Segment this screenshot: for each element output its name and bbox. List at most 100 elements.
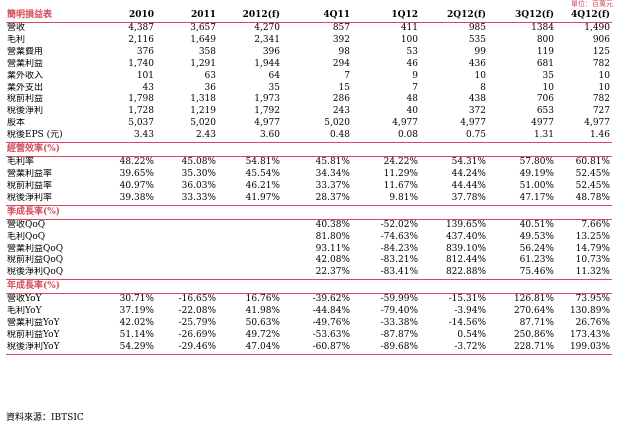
cell-value <box>156 267 218 279</box>
cell-value <box>94 255 156 267</box>
cell-value: 81.80% <box>315 231 350 242</box>
cell-value: 48 <box>406 94 418 105</box>
cell-value: 87.71% <box>519 318 554 329</box>
row-label: 稅前利益YoY <box>7 329 60 340</box>
cell-value: 11.29% <box>383 168 418 179</box>
cell-value: 73.95% <box>575 294 610 305</box>
row-label: 稅後淨利率 <box>7 192 53 203</box>
cell-value: 286 <box>332 94 350 105</box>
source-note: 資料來源：IBTSIC <box>6 413 84 423</box>
cell-value: 40.51% <box>519 219 554 230</box>
cell-value: 5,037 <box>128 118 154 129</box>
cell-value: -59.99% <box>380 294 418 305</box>
cell-value: 4,977 <box>584 118 610 129</box>
cell-value: 56.24% <box>519 243 554 254</box>
cell-value: 9.81% <box>389 192 418 203</box>
cell-value: 37.78% <box>451 192 486 203</box>
cell-value: 51.14% <box>119 329 154 340</box>
financial-summary-table: 簡明損益表 2010 2011 2012(f) 4Q11 1Q12 2Q12(f) 3Q12(… <box>6 9 612 355</box>
table-row: 稅後淨利 1,728 1,219 1,792 243 40 372 653 727 <box>6 106 612 118</box>
cell-value: 1,973 <box>254 94 280 105</box>
cell-value: 392 <box>332 34 350 45</box>
cell-value: 57.80% <box>519 157 554 168</box>
cell-value: -39.62% <box>312 294 350 305</box>
row-label: 稅後淨利YoY <box>6 341 94 355</box>
cell-value: 126.81% <box>513 294 554 305</box>
cell-value: 9 <box>412 70 418 81</box>
unit-note: 單位：百萬元 <box>571 0 613 8</box>
cell-value: 1,219 <box>190 106 216 117</box>
cell-value: 1,318 <box>190 94 216 105</box>
cell-value: 199.03% <box>556 341 612 355</box>
cell-value: 0.75 <box>465 130 486 141</box>
row-label: 稅前利益 <box>7 94 44 105</box>
cell-value: 822.88% <box>445 267 486 278</box>
row-label: 營收YoY <box>7 294 42 305</box>
cell-value: 47.17% <box>519 192 554 203</box>
cell-value: 1,792 <box>254 106 280 117</box>
cell-value <box>156 219 218 231</box>
cell-value <box>218 244 282 256</box>
cell-value: 10 <box>598 70 610 81</box>
cell-value: 46 <box>406 58 418 69</box>
cell-value: 4,977 <box>392 118 418 129</box>
cell-value: 5,020 <box>324 118 350 129</box>
cell-value: 436 <box>468 58 486 69</box>
cell-value: 3Q12(f) <box>488 9 556 23</box>
cell-value: 40.38% <box>315 219 350 230</box>
cell-value: 14.79% <box>575 243 610 254</box>
cell-value: 411 <box>400 23 418 33</box>
table-row: 業外收入 101 63 64 7 9 10 35 10 <box>6 71 612 83</box>
cell-value: 36.03% <box>181 180 216 191</box>
cell-value: 44.44% <box>451 180 486 191</box>
table-row: 營業利益 1,740 1,291 1,944 294 46 436 681 782 <box>6 59 612 71</box>
cell-value: 376 <box>136 46 154 57</box>
cell-value <box>218 232 282 244</box>
table-row: 毛利率 48.22% 45.08% 54.81% 45.81% 24.22% 54.31% 5… <box>6 157 612 169</box>
cell-value: 35.30% <box>181 168 216 179</box>
cell-value: 812.44% <box>445 255 486 266</box>
cell-value: -74.63% <box>380 231 418 242</box>
cell-value: 3.60 <box>259 130 280 141</box>
cell-value: 3,657 <box>190 23 216 33</box>
cell-value: 54.81% <box>245 157 280 168</box>
cell-value: -33.38% <box>380 318 418 329</box>
cell-value: 7 <box>412 82 418 93</box>
cell-value: -83.41% <box>380 267 418 278</box>
cell-value: 52.45% <box>575 180 610 191</box>
table-row: 業外支出 43 36 35 15 7 8 10 10 <box>6 83 612 95</box>
cell-value: 782 <box>592 58 610 69</box>
section-title: 季成長率(%) <box>6 204 612 220</box>
cell-value: 7.66% <box>581 219 610 230</box>
table-row: 稅前利益QoQ 42.08% -83.21% 812.44% 61.23% 10.73% <box>6 255 612 267</box>
cell-value: 63 <box>204 70 216 81</box>
cell-value: -87.87% <box>380 329 418 340</box>
cell-value: 857 <box>332 23 350 33</box>
cell-value: 26.76% <box>575 318 610 329</box>
section-header: 年成長率(%) <box>6 279 612 295</box>
table-row: 營業利益QoQ 93.11% -84.23% 839.10% 56.24% 14.79% <box>6 244 612 256</box>
table-header-row: 簡明損益表 2010 2011 2012(f) 4Q11 1Q12 2Q12(f) 3Q12(… <box>6 9 612 23</box>
cell-value: 46.21% <box>245 180 280 191</box>
cell-value: 10 <box>474 70 486 81</box>
cell-value: 52.45% <box>575 168 610 179</box>
cell-value: -26.69% <box>178 329 216 340</box>
cell-value: 294 <box>332 58 350 69</box>
cell-value: 1,798 <box>128 94 154 105</box>
cell-value: 0.08 <box>397 130 418 141</box>
row-label: 毛利QoQ <box>7 231 46 242</box>
row-label: 稅後淨利 <box>7 106 44 117</box>
cell-value: 48.22% <box>119 157 154 168</box>
cell-value: 45.81% <box>315 157 350 168</box>
cell-value: -15.31% <box>448 294 486 305</box>
cell-value: 372 <box>468 106 486 117</box>
cell-value: 4Q11 <box>282 9 352 23</box>
cell-value: 40 <box>406 106 418 117</box>
cell-value: 1384 <box>531 23 554 33</box>
cell-value: -89.68% <box>352 341 420 355</box>
table-row: 稅後淨利QoQ 22.37% -83.41% 822.88% 75.46% 11.32% <box>6 267 612 279</box>
cell-value: 10 <box>598 82 610 93</box>
cell-value: 1,291 <box>190 58 216 69</box>
row-label: 稅前利益率 <box>7 180 53 191</box>
table-row: 稅後淨利率 39.38% 33.33% 41.97% 28.37% 9.81% 37.78%… <box>6 193 612 205</box>
